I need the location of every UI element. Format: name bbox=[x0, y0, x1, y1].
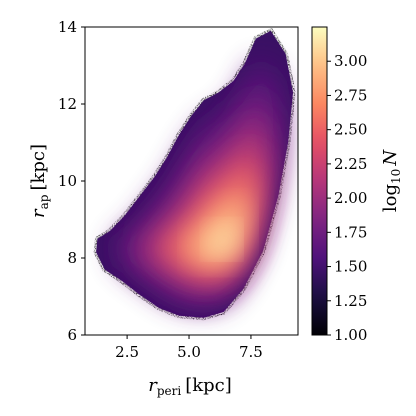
y-tick-label: 8 bbox=[67, 249, 77, 267]
colorbar-tick-label: 2.25 bbox=[334, 155, 367, 173]
colorbar-tick-label: 1.00 bbox=[334, 326, 367, 344]
colorbar-ticks: 1.00 1.25 1.50 1.75 2.00 2.25 2.50 2.75 3.00 bbox=[327, 52, 367, 344]
colorbar-tick-label: 2.75 bbox=[334, 86, 367, 104]
colorbar-tick-label: 1.25 bbox=[334, 292, 367, 310]
x-axis-ticks: 2.5 5.0 7.5 bbox=[115, 335, 263, 361]
y-tick-label: 14 bbox=[58, 18, 77, 36]
colorbar-tick-label: 3.00 bbox=[334, 52, 367, 70]
x-axis-label: rperi [kpc] bbox=[148, 375, 232, 398]
x-tick-label: 7.5 bbox=[239, 343, 263, 361]
colorbar-tick-label: 2.50 bbox=[334, 121, 367, 139]
colorbar-tick-label: 1.50 bbox=[334, 258, 367, 276]
colorbar-tick-label: 1.75 bbox=[334, 223, 367, 241]
density-layers bbox=[114, 61, 284, 308]
colorbar-tick-label: 2.00 bbox=[334, 189, 367, 207]
y-tick-label: 12 bbox=[58, 95, 77, 113]
colorbar bbox=[311, 26, 328, 336]
colorbar-label: log10N bbox=[380, 149, 403, 212]
x-tick-label: 5.0 bbox=[177, 343, 201, 361]
y-axis-ticks: 6 8 10 12 14 bbox=[58, 18, 85, 344]
plot-area bbox=[93, 27, 296, 321]
y-axis-label: rap[kpc] bbox=[28, 144, 51, 218]
x-tick-label: 2.5 bbox=[115, 343, 139, 361]
y-tick-label: 6 bbox=[67, 326, 77, 344]
density-level-7 bbox=[208, 225, 236, 254]
y-tick-label: 10 bbox=[58, 172, 77, 190]
